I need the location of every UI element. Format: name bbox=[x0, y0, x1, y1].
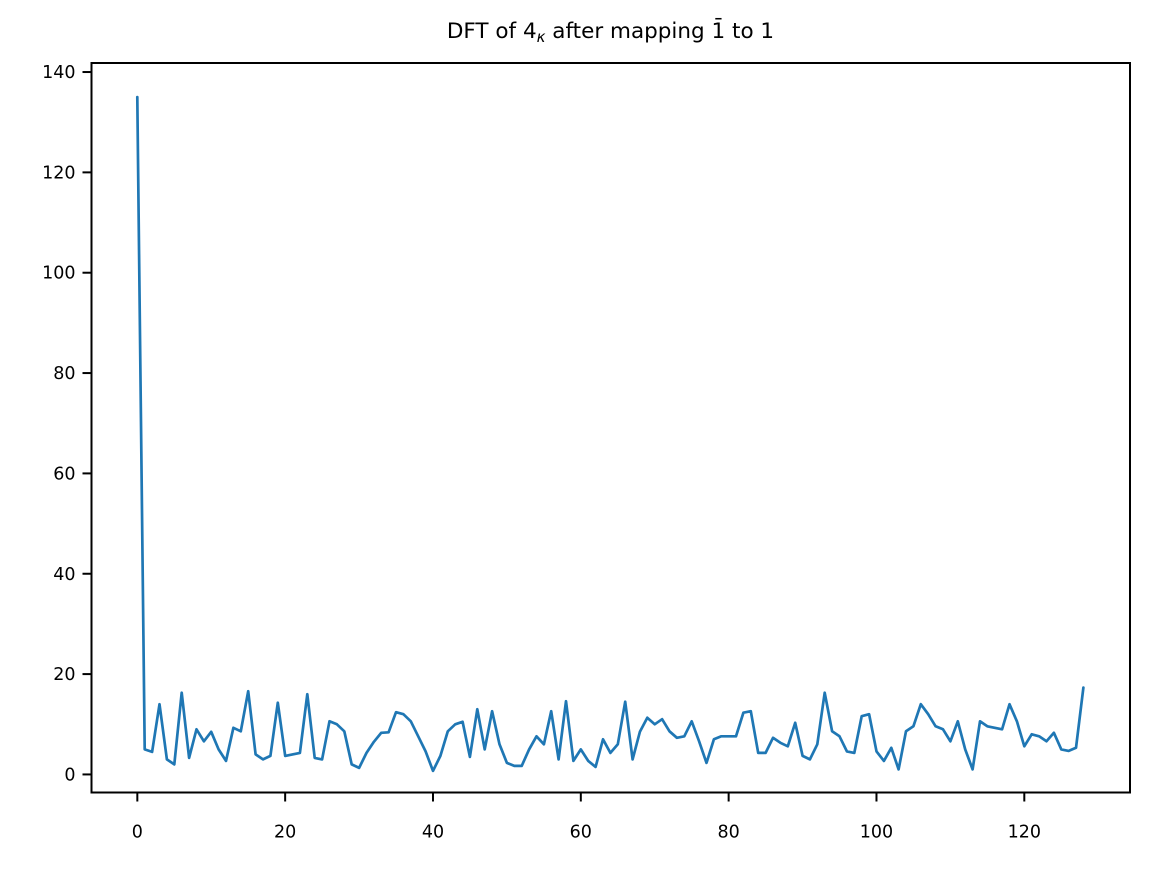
chart-title-prefix: DFT of 4 bbox=[446, 19, 537, 44]
y-tick-label: 0 bbox=[64, 765, 75, 785]
y-tick-label: 140 bbox=[42, 63, 75, 83]
axes-spines bbox=[90, 62, 1131, 794]
chart-title-subscript: κ bbox=[536, 28, 546, 46]
x-tick-label: 20 bbox=[274, 823, 296, 843]
y-tick-label: 20 bbox=[53, 665, 75, 685]
x-tick-label: 0 bbox=[132, 823, 143, 843]
y-tick-label: 60 bbox=[53, 464, 75, 484]
y-tick-label: 80 bbox=[53, 364, 75, 384]
x-tick-label: 80 bbox=[718, 823, 740, 843]
x-tick-label: 100 bbox=[860, 823, 893, 843]
y-tick-label: 40 bbox=[53, 565, 75, 585]
y-tick-label: 120 bbox=[42, 163, 75, 183]
chart-title: DFT of 4κ after mapping 1̄ to 1 bbox=[91, 19, 1130, 46]
x-tick-label: 60 bbox=[570, 823, 592, 843]
x-tick-label: 120 bbox=[1008, 823, 1041, 843]
data-line bbox=[135, 95, 1085, 773]
y-tick-label: 100 bbox=[42, 264, 75, 284]
chart-title-suffix: after mapping 1̄ to 1 bbox=[545, 19, 775, 44]
x-tick-label: 40 bbox=[422, 823, 444, 843]
